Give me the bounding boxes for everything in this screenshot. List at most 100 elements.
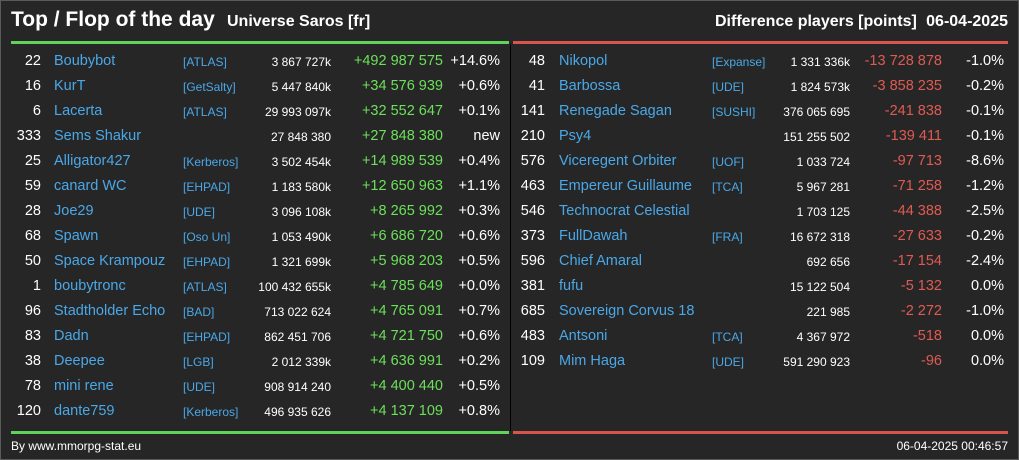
player-row: 22 Boubybot [ATLAS] 3 867 727k +492 987 575 +… bbox=[1, 49, 510, 74]
player-row: 25 Alligator427 [Kerberos] 3 502 454k +14 98… bbox=[1, 149, 510, 174]
points-difference: -139 411 bbox=[885, 128, 942, 144]
player-name-link[interactable]: KurT bbox=[54, 78, 86, 94]
player-rank: 685 bbox=[520, 303, 545, 319]
source-credit: By www.mmorpg-stat.eu bbox=[11, 439, 142, 453]
player-name-link[interactable]: dante759 bbox=[54, 403, 115, 419]
player-name-link[interactable]: Sovereign Corvus 18 bbox=[559, 303, 695, 319]
alliance-tag-link[interactable]: [UOF] bbox=[712, 155, 744, 169]
player-name-link[interactable]: Technocrat Celestial bbox=[559, 203, 690, 219]
player-points: 3 096 108k bbox=[271, 205, 331, 219]
alliance-tag-link[interactable]: [ATLAS] bbox=[183, 105, 227, 119]
player-name-link[interactable]: Barbossa bbox=[559, 78, 621, 94]
alliance-tag-link[interactable]: [UDE] bbox=[712, 355, 745, 369]
percent-change: +1.1% bbox=[458, 178, 500, 194]
player-row: 576 Viceregent Orbiter [UOF] 1 033 724 -97 7… bbox=[511, 149, 1018, 174]
player-name-link[interactable]: fufu bbox=[559, 278, 584, 294]
player-name-link[interactable]: Chief Amaral bbox=[559, 253, 643, 269]
player-row: 48 Nikopol [Expanse] 1 331 336k -13 728 878 -… bbox=[511, 49, 1018, 74]
player-row: 83 Dadn [EHPAD] 862 451 706 +4 721 750 +0.6% bbox=[1, 324, 510, 349]
alliance-tag-link[interactable]: [ATLAS] bbox=[183, 280, 227, 294]
player-rank: 22 bbox=[24, 53, 41, 69]
alliance-tag-link[interactable]: [ATLAS] bbox=[183, 55, 227, 69]
player-rank: 576 bbox=[520, 153, 545, 169]
percent-change: -8.6% bbox=[966, 153, 1004, 169]
player-name-link[interactable]: Alligator427 bbox=[54, 153, 131, 169]
player-row: 685 Sovereign Corvus 18 221 985 -2 272 -1.0% bbox=[511, 299, 1018, 324]
player-points: 4 367 972 bbox=[796, 330, 850, 344]
player-rank: 141 bbox=[520, 103, 545, 119]
player-rank: 483 bbox=[520, 328, 545, 344]
alliance-tag-link[interactable]: [EHPAD] bbox=[183, 180, 231, 194]
player-name-link[interactable]: Antsoni bbox=[559, 328, 608, 344]
player-points: 16 672 318 bbox=[789, 230, 850, 244]
universe-label: Universe Saros [fr] bbox=[227, 13, 371, 30]
percent-change: new bbox=[473, 128, 500, 144]
player-name-link[interactable]: Empereur Guillaume bbox=[559, 178, 692, 194]
player-name-link[interactable]: boubytronc bbox=[54, 278, 126, 294]
player-name-link[interactable]: Spawn bbox=[54, 228, 99, 244]
player-row: 96 Stadtholder Echo [BAD] 713 022 624 +4 765… bbox=[1, 299, 510, 324]
alliance-tag-link[interactable]: [EHPAD] bbox=[183, 255, 231, 269]
percent-change: 0.0% bbox=[970, 278, 1004, 294]
player-points: 908 914 240 bbox=[264, 380, 331, 394]
player-points: 1 824 573k bbox=[790, 80, 850, 94]
alliance-tag-link[interactable]: [BAD] bbox=[183, 305, 215, 319]
player-name-link[interactable]: Renegade Sagan bbox=[559, 103, 672, 119]
player-row: 210 Psy4 151 255 502 -139 411 -0.1% bbox=[511, 124, 1018, 149]
percent-change: +0.7% bbox=[458, 303, 500, 319]
player-name-link[interactable]: Viceregent Orbiter bbox=[559, 153, 677, 169]
player-name-link[interactable]: Stadtholder Echo bbox=[54, 303, 166, 319]
alliance-tag-link[interactable]: [SUSHI] bbox=[712, 105, 756, 119]
points-difference: +4 765 091 bbox=[370, 303, 443, 319]
player-name-link[interactable]: mini rene bbox=[54, 378, 114, 394]
player-name-link[interactable]: Joe29 bbox=[54, 203, 94, 219]
player-name-link[interactable]: canard WC bbox=[54, 178, 127, 194]
player-points: 3 867 727k bbox=[271, 55, 331, 69]
player-points: 15 122 504 bbox=[789, 280, 850, 294]
alliance-tag-link[interactable]: [TCA] bbox=[712, 180, 743, 194]
player-name-link[interactable]: Lacerta bbox=[54, 103, 103, 119]
player-row: 59 canard WC [EHPAD] 1 183 580k +12 650 963 +… bbox=[1, 174, 510, 199]
player-points: 221 985 bbox=[806, 305, 850, 319]
alliance-tag-link[interactable]: [LGB] bbox=[183, 355, 214, 369]
player-row: 38 Deepee [LGB] 2 012 339k +4 636 991 +0.2% bbox=[1, 349, 510, 374]
player-points: 496 935 626 bbox=[264, 405, 331, 419]
player-name-link[interactable]: Mim Haga bbox=[559, 353, 626, 369]
player-points: 692 656 bbox=[806, 255, 850, 269]
points-difference: +14 989 539 bbox=[361, 153, 443, 169]
player-row: 546 Technocrat Celestial 1 703 125 -44 388 -… bbox=[511, 199, 1018, 224]
player-name-link[interactable]: Boubybot bbox=[54, 53, 116, 69]
player-name-link[interactable]: Deepee bbox=[54, 353, 105, 369]
percent-change: +0.1% bbox=[458, 103, 500, 119]
alliance-tag-link[interactable]: [UDE] bbox=[712, 80, 745, 94]
alliance-tag-link[interactable]: [Expanse] bbox=[712, 55, 766, 69]
player-name-link[interactable]: Dadn bbox=[54, 328, 89, 344]
alliance-tag-link[interactable]: [FRA] bbox=[712, 230, 743, 244]
alliance-tag-link[interactable]: [Oso Un] bbox=[183, 230, 231, 244]
player-name-link[interactable]: Nikopol bbox=[559, 53, 608, 69]
points-difference: +5 968 203 bbox=[370, 253, 443, 269]
player-rank: 546 bbox=[520, 203, 545, 219]
player-name-link[interactable]: Space Krampouz bbox=[54, 253, 166, 269]
alliance-tag-link[interactable]: [Kerberos] bbox=[183, 405, 239, 419]
alliance-tag-link[interactable]: [UDE] bbox=[183, 380, 216, 394]
player-name-link[interactable]: Sems Shakur bbox=[54, 128, 142, 144]
player-row: 28 Joe29 [UDE] 3 096 108k +8 265 992 +0.3% bbox=[1, 199, 510, 224]
player-name-link[interactable]: FullDawah bbox=[559, 228, 628, 244]
player-name-link[interactable]: Psy4 bbox=[559, 128, 592, 144]
alliance-tag-link[interactable]: [GetSalty] bbox=[183, 80, 236, 94]
player-row: 16 KurT [GetSalty] 5 447 840k +34 576 939 +0.… bbox=[1, 74, 510, 99]
percent-change: +0.2% bbox=[458, 353, 500, 369]
alliance-tag-link[interactable]: [EHPAD] bbox=[183, 330, 231, 344]
player-rank: 373 bbox=[520, 228, 545, 244]
player-rank: 83 bbox=[24, 328, 41, 344]
top-players-list: 22 Boubybot [ATLAS] 3 867 727k +492 987 575 +… bbox=[1, 49, 510, 424]
player-points: 3 502 454k bbox=[271, 155, 331, 169]
alliance-tag-link[interactable]: [UDE] bbox=[183, 205, 216, 219]
alliance-tag-link[interactable]: [Kerberos] bbox=[183, 155, 239, 169]
points-difference: +492 987 575 bbox=[353, 53, 443, 69]
points-difference: +8 265 992 bbox=[370, 203, 443, 219]
alliance-tag-link[interactable]: [TCA] bbox=[712, 330, 743, 344]
header: Top / Flop of the day Universe Saros [fr… bbox=[1, 1, 1018, 41]
